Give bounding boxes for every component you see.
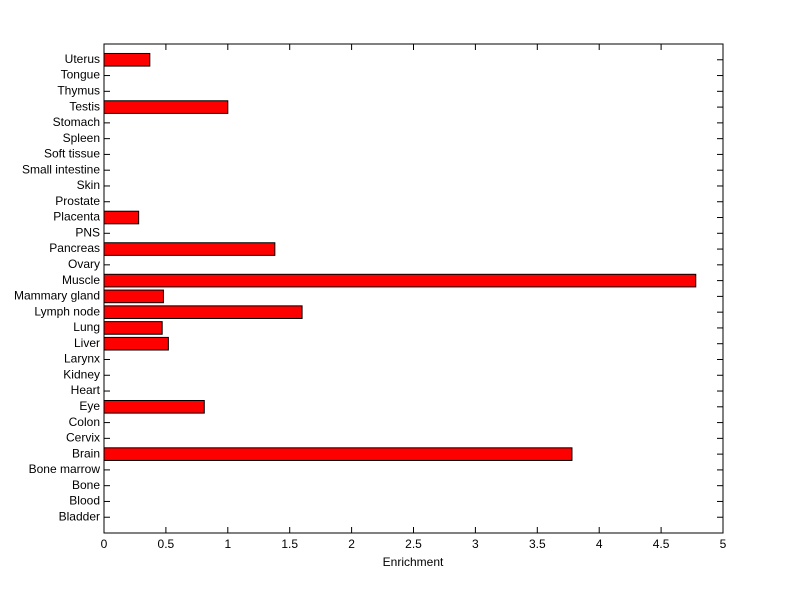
y-tick-label: Eye	[79, 399, 100, 413]
y-tick-label: Ovary	[68, 257, 100, 271]
y-tick-label: Pancreas	[49, 241, 100, 255]
bar	[103, 273, 697, 288]
y-tick-label: Brain	[72, 446, 100, 460]
y-tick-label: Thymus	[57, 83, 100, 97]
y-tick-label: Stomach	[53, 115, 100, 129]
bar	[103, 321, 163, 335]
bar	[103, 336, 169, 351]
y-tick-label: Bladder	[59, 509, 100, 523]
bar	[103, 289, 164, 304]
y-tick-label: Prostate	[55, 194, 100, 208]
y-tick-label: Lymph node	[34, 304, 100, 318]
y-tick-label: Larynx	[64, 352, 100, 366]
bar	[103, 210, 140, 225]
y-tick-label: Soft tissue	[44, 147, 100, 161]
y-tick-label: Placenta	[53, 210, 100, 224]
bar	[103, 399, 205, 414]
y-tick-label: Heart	[71, 383, 101, 397]
x-tick-label: 1.5	[281, 537, 298, 551]
y-tick-label: Liver	[74, 336, 100, 350]
bar	[103, 305, 303, 319]
y-tick-label: Colon	[69, 415, 100, 429]
x-tick-label: 5	[720, 537, 727, 551]
y-tick-label: Tongue	[61, 68, 101, 82]
y-tick-label: PNS	[75, 225, 100, 239]
bar	[103, 52, 151, 67]
y-tick-label: Small intestine	[22, 162, 100, 176]
y-tick-label: Blood	[69, 494, 100, 508]
y-tick-label: Bone marrow	[29, 462, 101, 476]
x-tick-label: 1	[224, 537, 231, 551]
y-tick-label: Spleen	[63, 131, 100, 145]
y-tick-label: Cervix	[66, 431, 100, 445]
x-tick-label: 3.5	[529, 537, 546, 551]
x-tick-label: 0.5	[158, 537, 175, 551]
x-tick-label: 4.5	[653, 537, 670, 551]
bar	[103, 447, 573, 461]
y-tick-label: Mammary gland	[14, 289, 100, 303]
y-tick-label: Lung	[73, 320, 100, 334]
x-tick-label: 4	[596, 537, 603, 551]
y-tick-label: Kidney	[63, 367, 100, 381]
x-axis-label: Enrichment	[383, 555, 444, 569]
x-tick-label: 2	[348, 537, 355, 551]
bar	[103, 242, 276, 256]
axes-box	[103, 43, 724, 534]
x-tick-label: 2.5	[405, 537, 422, 551]
x-tick-label: 3	[472, 537, 479, 551]
y-tick-label: Skin	[77, 178, 100, 192]
x-tick-label: 0	[101, 537, 108, 551]
y-tick-label: Uterus	[65, 52, 100, 66]
y-tick-label: Testis	[69, 99, 100, 113]
bar	[103, 100, 229, 114]
y-tick-label: Bone	[72, 478, 100, 492]
y-tick-label: Muscle	[62, 273, 100, 287]
